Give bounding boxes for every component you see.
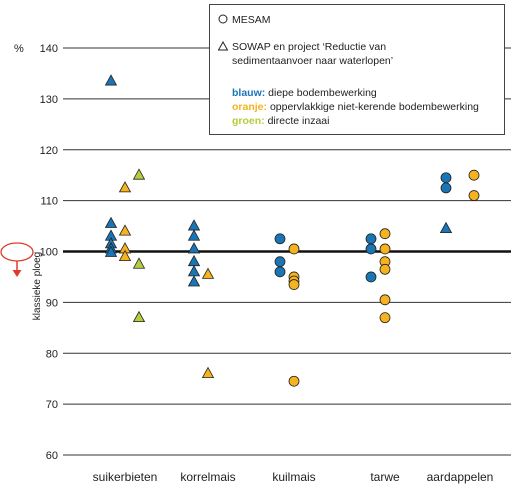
data-point-circle [288,375,300,387]
data-point-triangle [187,275,201,287]
data-point-circle [379,312,391,324]
legend-oranje-key: oranje: [232,101,268,113]
y-tick-label: 110 [40,196,58,208]
legend-sowap-label-line2: sedimentaanvoer naar waterlopen’ [232,55,394,67]
legend-blauw-text: diepe bodembewerking [268,87,377,99]
y-tick-label: 120 [40,145,58,157]
legend-sowap: SOWAP en project ‘Reductie van [217,40,387,53]
data-point-circle [468,190,480,201]
data-point-circle [379,294,391,306]
legend-oranje-text: oppervlakkige niet-kerende bodembewerkin… [269,101,479,113]
data-point-circle [365,243,377,255]
data-point-circle [365,271,377,283]
data-point-circle [274,266,286,278]
y-tick-label: 140 [40,43,58,55]
triangle-icon [217,40,232,53]
data-point-triangle [104,216,118,228]
y-tick-label: 100 [40,247,58,259]
x-tick-label: korrelmais [180,470,235,484]
data-point-triangle [187,219,201,231]
legend-blauw: blauw: diepe bodembewerking [232,87,377,99]
data-point-triangle [132,257,146,269]
y-tick-labels: 60 70 80 90 100 110 120 130 140 [40,43,58,462]
legend-box: MESAM SOWAP en project ‘Reductie van sed… [209,4,505,135]
legend-oranje: oranje: oppervlakkige niet-kerende bodem… [232,101,479,113]
data-point-circle [365,233,377,245]
data-point-triangle [439,221,453,234]
data-point-triangle [118,181,132,193]
data-point-circle [288,243,300,255]
y-tick-label: 130 [40,94,58,106]
x-tick-label: kuilmais [272,470,315,484]
data-point-triangle [132,168,146,180]
data-point-circle [379,263,391,275]
data-point-triangle [118,249,132,261]
x-tick-label: suikerbieten [93,470,158,484]
data-point-circle [468,169,480,181]
data-point-triangle [201,267,215,279]
legend-groen-text: directe inzaai [267,115,330,127]
y-tick-label: 80 [46,348,58,360]
legend-sowap-label-line1: SOWAP en project ‘Reductie van [232,41,387,53]
data-point-triangle [187,254,201,267]
y-unit-label: % [14,43,24,55]
data-point-triangle [132,310,146,323]
data-point-triangle [187,265,201,277]
x-tick-label: aardappelen [427,470,494,484]
legend-mesam-label: MESAM [232,14,271,26]
legend-groen-key: groen: [232,115,265,127]
down-arrow-icon [12,270,22,277]
data-point-circle [440,172,452,184]
data-point-triangle [104,74,118,86]
data-point-triangle [187,242,201,254]
data-points [104,74,480,387]
legend-groen: groen: directe inzaai [232,115,329,127]
circle-icon [218,14,232,26]
legend-blauw-key: blauw: [232,87,266,99]
y-tick-label: 70 [46,399,58,411]
data-point-triangle [201,366,215,379]
data-point-circle [440,182,452,194]
y-tick-label: 60 [46,450,58,462]
legend-mesam: MESAM [218,14,271,26]
x-tick-label: tarwe [370,470,400,484]
y-tick-label: 90 [46,297,58,309]
data-point-circle [379,228,391,240]
data-point-circle [288,279,300,290]
category-labels: suikerbieten korrelmais kuilmais tarwe aarda… [93,470,494,484]
data-point-circle [274,233,286,245]
data-point-circle [274,256,286,268]
data-point-triangle [118,224,132,236]
data-point-triangle [187,229,201,241]
y-axis-label: klassieke ploeg [32,252,43,320]
data-point-circle [379,243,391,255]
reference-highlight-ellipse [0,242,34,262]
data-point-triangle [104,245,118,257]
